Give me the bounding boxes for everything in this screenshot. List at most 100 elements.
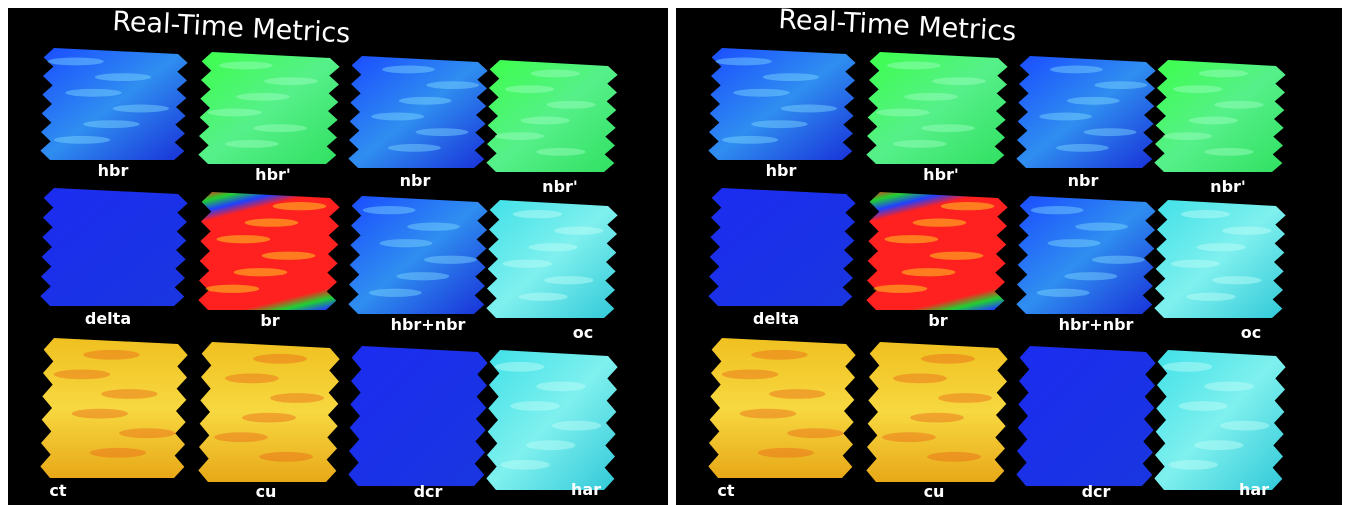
plot-label: dcr — [1082, 482, 1111, 501]
surface-ripple — [910, 413, 964, 423]
surface-ripple — [83, 350, 139, 360]
surface-ripple — [885, 235, 939, 243]
plot-label: cu — [256, 482, 277, 501]
plot-label: oc — [1241, 323, 1261, 342]
plot-label: oc — [573, 323, 593, 342]
surface-ripple — [787, 428, 843, 438]
surface-ripple — [396, 272, 449, 280]
surface-ripple — [1186, 293, 1235, 301]
surface-ripple — [904, 93, 958, 101]
surface-ripple — [1196, 243, 1245, 251]
surface-ripple — [253, 124, 307, 132]
surface-plot — [1154, 350, 1285, 490]
plot-label: har — [1239, 480, 1269, 499]
surface-ripple — [236, 93, 290, 101]
surface-ripple — [1050, 66, 1103, 74]
surface-ripple — [513, 210, 562, 218]
surface-ripple — [1168, 460, 1217, 470]
surface-ripple — [1212, 276, 1261, 284]
surface-ripple — [1179, 401, 1228, 411]
surface-ripple — [758, 448, 814, 458]
plot-label: hbr' — [255, 165, 291, 184]
plot-label: ct — [49, 481, 66, 500]
surface-ripple — [1067, 97, 1120, 105]
surface-ripple — [733, 89, 789, 97]
surface-ripple — [893, 140, 947, 148]
surface-ripple — [113, 105, 169, 113]
surface-plot — [40, 188, 187, 306]
surface-ripple — [1199, 70, 1248, 78]
surface-ripple — [1048, 239, 1101, 247]
surface-ripple — [217, 235, 271, 243]
plot-label: dcr — [414, 482, 443, 501]
surface-ripple — [371, 113, 424, 121]
surface-ripple — [751, 120, 807, 128]
surface-ripple — [388, 144, 441, 152]
surface-ripple — [882, 432, 936, 442]
surface-ripple — [264, 77, 318, 85]
surface-ripple — [245, 219, 299, 227]
surface-ripple — [262, 252, 316, 260]
surface-ripple — [369, 289, 422, 297]
surface-ripple — [119, 428, 175, 438]
surface-ripple — [208, 109, 262, 117]
surface-ripple — [913, 219, 967, 227]
surface-ripple — [932, 77, 986, 85]
surface-ripple — [416, 128, 469, 136]
surface-ripple — [536, 382, 585, 392]
surface-ripple — [938, 393, 992, 403]
plot-label: nbr' — [1210, 177, 1246, 196]
surface-ripple — [1075, 223, 1128, 231]
surface-ripple — [495, 362, 544, 372]
surface-ripple — [399, 97, 452, 105]
surface-ripple — [930, 252, 984, 260]
surface-plot — [1016, 346, 1155, 486]
surface-plot — [198, 52, 339, 164]
surface-ripple — [101, 389, 157, 399]
surface-ripple — [921, 124, 975, 132]
surface-ripple — [54, 370, 110, 380]
surface-ripple — [1092, 256, 1145, 264]
surface-ripple — [1039, 113, 1092, 121]
surface-ripple — [526, 440, 575, 450]
surface-ripple — [552, 421, 601, 431]
surface-ripple — [1064, 272, 1117, 280]
surface-ripple — [536, 148, 585, 156]
surface-ripple — [740, 409, 796, 419]
surface-ripple — [1173, 85, 1222, 93]
surface-ripple — [528, 243, 577, 251]
surface-ripple — [521, 117, 570, 125]
screenshot: Real-Time Metrics Real-Time Metrics hbrh… — [0, 0, 1349, 505]
surface-ripple — [503, 260, 552, 268]
surface-ripple — [1163, 362, 1212, 372]
surface-ripple — [763, 73, 819, 81]
surface-plot — [348, 196, 487, 314]
surface-plot — [708, 188, 855, 306]
surface-ripple — [214, 432, 268, 442]
surface-plot — [1016, 196, 1155, 314]
surface-ripple — [206, 285, 260, 293]
surface-ripple — [1194, 440, 1243, 450]
surface-ripple — [544, 276, 593, 284]
plot-label: hbr' — [923, 165, 959, 184]
surface-ripple — [874, 285, 928, 293]
surface-ripple — [83, 120, 139, 128]
surface-ripple — [242, 413, 296, 423]
surface-ripple — [407, 223, 460, 231]
surface-ripple — [363, 206, 416, 214]
surface-ripple — [273, 202, 327, 210]
plot-label: cu — [924, 482, 945, 501]
plot-label: ct — [717, 481, 734, 500]
surface-ripple — [893, 374, 947, 384]
surface-ripple — [426, 81, 479, 89]
surface-ripple — [72, 409, 128, 419]
surface-plot — [486, 350, 617, 490]
surface-ripple — [876, 109, 930, 117]
surface-ripple — [941, 202, 995, 210]
surface-ripple — [887, 62, 941, 70]
surface-ripple — [715, 58, 771, 66]
surface-ripple — [253, 354, 307, 364]
surface-ripple — [495, 132, 544, 140]
surface-ripple — [1204, 382, 1253, 392]
surface-ripple — [722, 136, 778, 144]
